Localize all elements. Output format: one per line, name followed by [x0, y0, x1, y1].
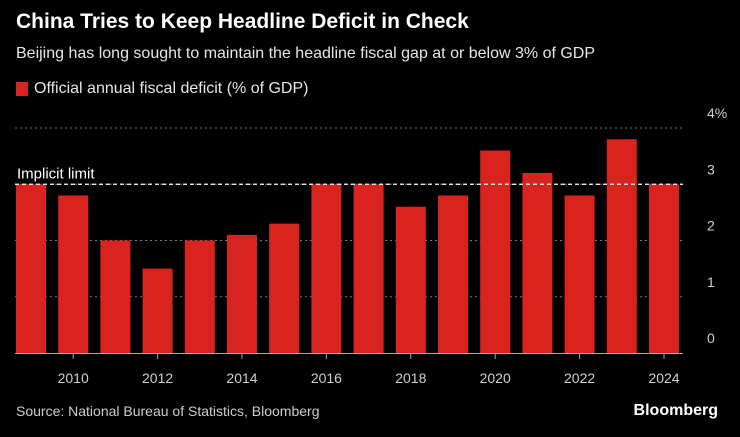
x-tick-label: 2010 — [58, 370, 89, 386]
x-tick-label: 2022 — [564, 370, 595, 386]
bar-2011 — [100, 240, 131, 353]
y-tick-label: 4% — [707, 105, 727, 121]
bar-2022 — [564, 195, 595, 353]
chart-subtitle: Beijing has long sought to maintain the … — [16, 45, 596, 62]
legend: Official annual fiscal deficit (% of GDP… — [16, 80, 308, 98]
x-tick-label: 2020 — [480, 370, 511, 386]
bar-2024 — [649, 184, 679, 353]
bar-2019 — [438, 195, 468, 353]
bar-2018 — [395, 206, 426, 353]
bar-2012 — [142, 268, 173, 353]
y-tick-label: 2 — [707, 218, 715, 234]
source-note: Source: National Bureau of Statistics, B… — [16, 403, 320, 419]
x-tick-label: 2016 — [311, 370, 342, 386]
y-tick-label: 1 — [707, 274, 715, 290]
bar-2023 — [606, 139, 637, 353]
bar-2021 — [522, 173, 553, 353]
bar-2015 — [269, 223, 300, 353]
x-tick-label: 2014 — [226, 370, 257, 386]
bar-2013 — [184, 240, 215, 353]
bar-2016 — [311, 184, 342, 353]
bar-2009 — [16, 184, 46, 353]
bloomberg-logo: Bloomberg — [633, 402, 718, 419]
bar-2014 — [227, 234, 257, 353]
legend-swatch — [16, 82, 28, 96]
bar-2017 — [353, 184, 384, 353]
y-tick-label: 3 — [707, 161, 715, 177]
x-tick-label: 2012 — [142, 370, 173, 386]
y-tick-label: 0 — [707, 330, 715, 346]
implicit-limit-label: Implicit limit — [17, 165, 95, 182]
x-tick-label: 2018 — [395, 370, 426, 386]
x-tick-label: 2024 — [648, 370, 679, 386]
chart-title: China Tries to Keep Headline Deficit in … — [16, 10, 469, 33]
bar-2010 — [58, 195, 89, 353]
bar-2020 — [480, 150, 511, 353]
legend-label: Official annual fiscal deficit (% of GDP… — [34, 80, 309, 97]
